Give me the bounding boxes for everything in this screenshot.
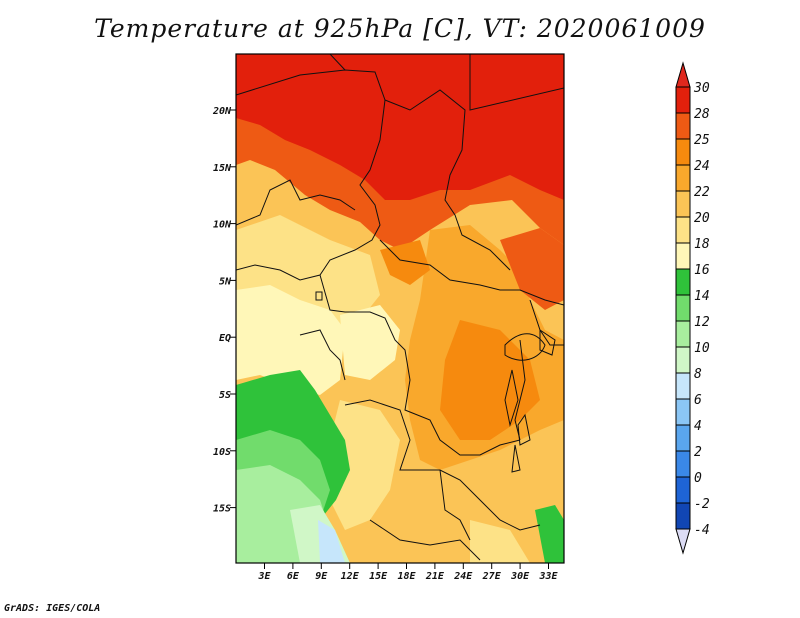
- lon-tick-label: 6E: [287, 571, 300, 582]
- lat-tick-label: 10N: [213, 220, 232, 231]
- lon-tick-label: 27E: [482, 571, 502, 582]
- colorbar-band: [675, 86, 691, 114]
- colorbar-bottom-triangle: [675, 528, 691, 555]
- colorbar-label: 18: [694, 237, 710, 252]
- lat-tick-label: 5S: [219, 390, 231, 401]
- longitude-axis: 3E 6E 9E 12E 15E 18E 21E 24E 27E 30E 33E: [257, 563, 559, 582]
- colorbar-label: 12: [694, 315, 710, 330]
- lon-tick-label: 12E: [341, 571, 360, 582]
- colorbar-label: 10: [694, 341, 710, 356]
- colorbar-label: 4: [694, 419, 702, 434]
- colorbar-band: [675, 242, 691, 270]
- colorbar-band: [675, 138, 691, 166]
- colorbar-band: [675, 190, 691, 218]
- colorbar-band: [675, 216, 691, 244]
- colorbar-label: 25: [694, 133, 710, 148]
- colorbar-label: 14: [694, 289, 710, 304]
- colorbar-band: [675, 320, 691, 348]
- lon-tick-label: 9E: [315, 571, 328, 582]
- colorbar-label: 2: [694, 445, 702, 460]
- colorbar-band: [675, 346, 691, 374]
- colorbar-label: 30: [693, 81, 710, 96]
- lon-tick-label: 24E: [453, 571, 473, 582]
- lat-tick-label: EQ: [219, 333, 231, 344]
- map-title: Temperature at 925hPa [C], VT: 202006100…: [94, 14, 706, 43]
- country-borders: [236, 54, 564, 561]
- lon-tick-label: 18E: [397, 571, 416, 582]
- colorbar-band: [675, 372, 691, 400]
- colorbar-band: [675, 502, 691, 530]
- lat-tick-label: 15S: [213, 504, 231, 515]
- colorbar-band: [675, 424, 691, 452]
- colorbar-label: -2: [694, 497, 710, 512]
- colorbar-label: -4: [694, 523, 710, 538]
- colorbar-label: 20: [694, 211, 710, 226]
- grads-credit: GrADS: IGES/COLA: [4, 603, 101, 614]
- lon-tick-label: 15E: [369, 571, 388, 582]
- colorbar-band: [675, 112, 691, 140]
- colorbar-band: [675, 398, 691, 426]
- colorbar-band: [675, 294, 691, 322]
- temperature-field: [236, 54, 564, 563]
- lat-tick-label: 15N: [213, 163, 232, 174]
- colorbar-band: [675, 164, 691, 192]
- colorbar-band: [675, 268, 691, 296]
- colorbar-band: [675, 450, 691, 478]
- lon-tick-label: 33E: [538, 571, 558, 582]
- colorbar-band: [675, 476, 691, 504]
- colorbar-top-triangle: [675, 61, 691, 88]
- lat-tick-label: 10S: [213, 447, 231, 458]
- lat-tick-label: 20N: [212, 106, 232, 117]
- colorbar-label: 8: [694, 367, 702, 382]
- colorbar-label: 22: [694, 185, 710, 200]
- lon-tick-label: 21E: [425, 571, 445, 582]
- colorbar-label: 0: [694, 471, 702, 486]
- colorbar-label: 16: [694, 263, 710, 278]
- colorbar-label: 28: [694, 107, 710, 122]
- colorbar-label: 24: [694, 159, 710, 174]
- map-frame: [235, 53, 565, 564]
- colorbar-label: 6: [694, 393, 702, 408]
- lon-tick-label: 30E: [510, 571, 530, 582]
- latitude-axis: 20N 15N 10N 5N EQ 5S 10S 15S: [212, 106, 236, 515]
- lon-tick-label: 3E: [257, 571, 271, 582]
- lat-tick-label: 5N: [219, 276, 232, 287]
